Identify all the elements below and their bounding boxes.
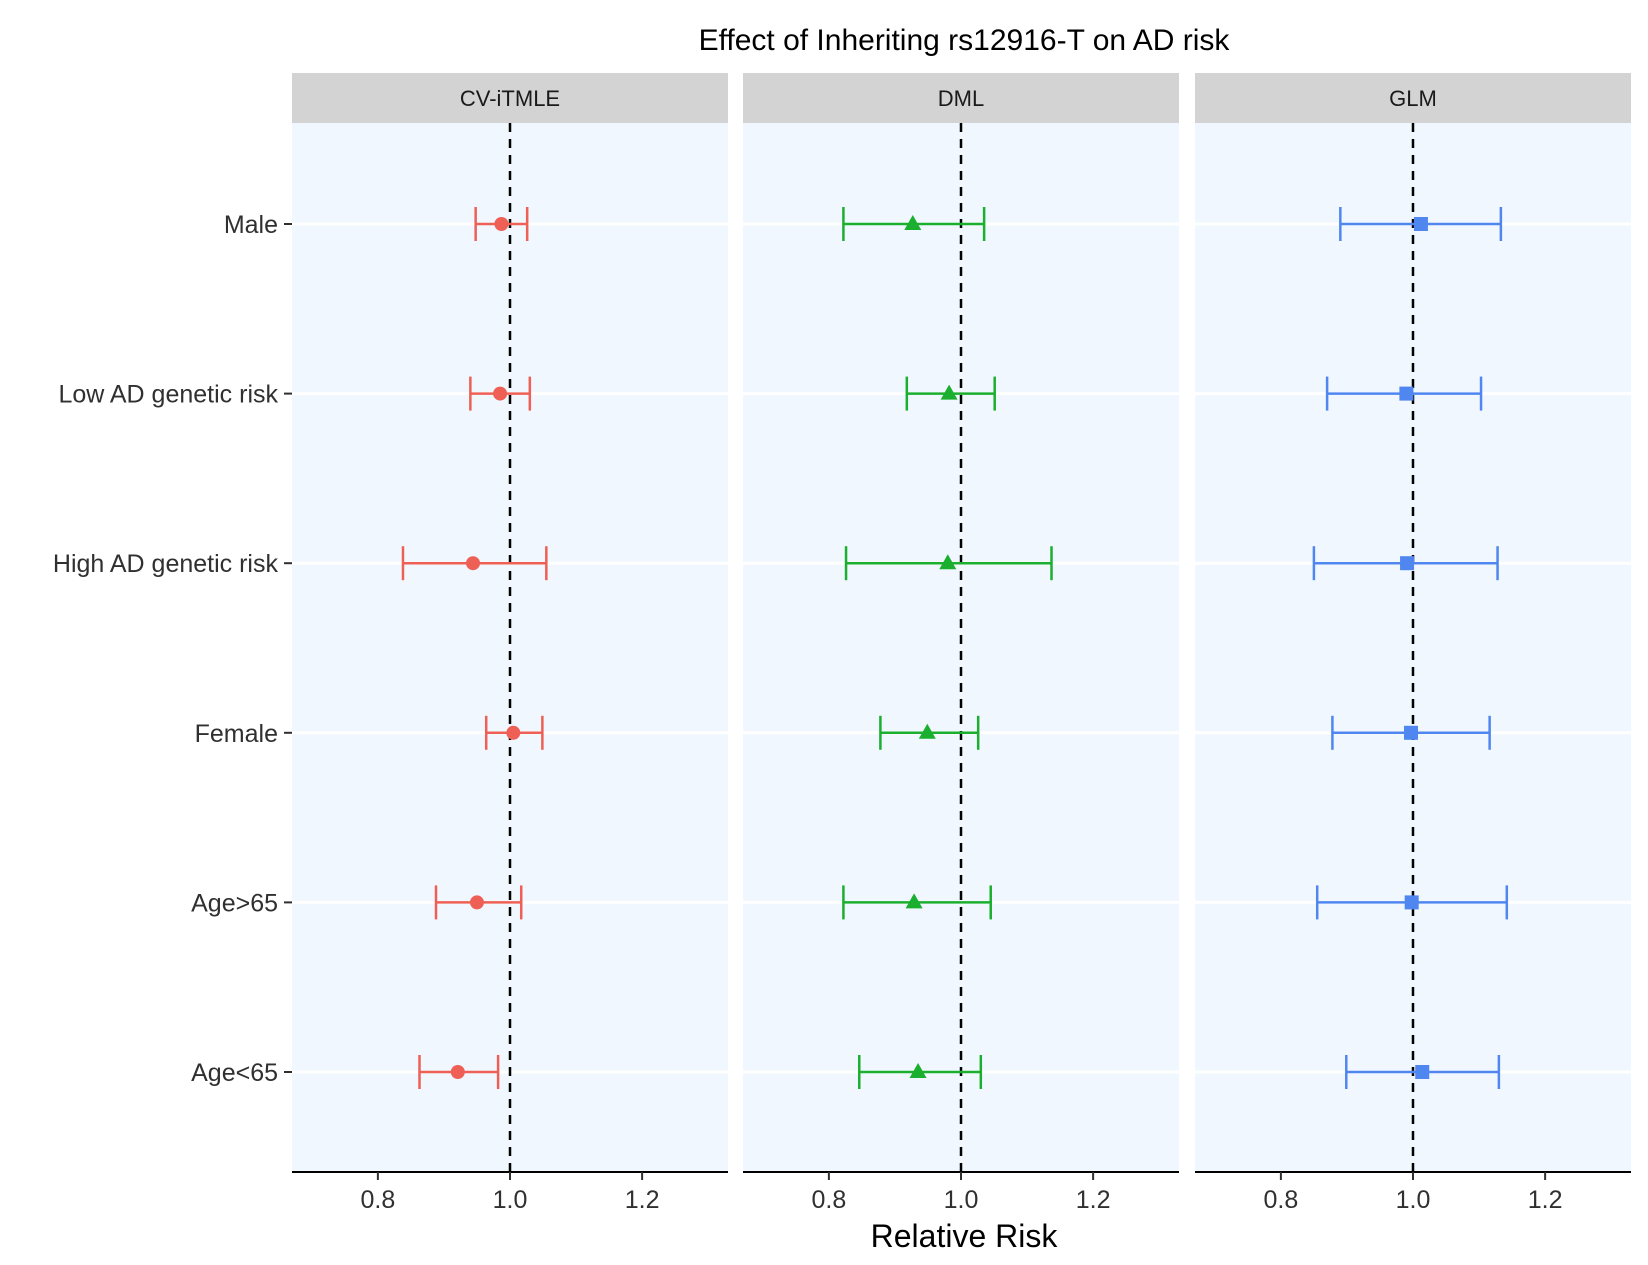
facet-strip-label: GLM xyxy=(1389,86,1437,111)
x-axis-title: Relative Risk xyxy=(871,1218,1059,1254)
x-tick-label-0-8: 0.8 xyxy=(360,1186,395,1214)
facet-strip xyxy=(292,73,728,123)
point-cv-itmle-age-65 xyxy=(469,895,484,910)
chart-title: Effect of Inheriting rs12916-T on AD ris… xyxy=(699,24,1231,57)
x-tick-label-1-0: 1.0 xyxy=(493,1186,528,1214)
y-axis: Male Low AD genetic risk High AD genetic r… xyxy=(53,211,292,1087)
x-tick-label-0-8: 0.8 xyxy=(1263,1186,1298,1214)
facet-strip-label: CV-iTMLE xyxy=(460,86,560,111)
point-cv-itmle-male xyxy=(494,217,509,231)
x-tick-label-0-8: 0.8 xyxy=(811,1186,846,1214)
y-tick-label-female: Female xyxy=(195,720,278,748)
y-tick-label-low-ad-genetic-risk: Low AD genetic risk xyxy=(58,381,278,409)
panel-cv-itmle: CV-iTMLE 0.8 1.0 1.2 xyxy=(292,73,728,1214)
y-tick-label-high-ad-genetic-risk: High AD genetic risk xyxy=(53,550,279,578)
point-dml-age-65 xyxy=(905,893,923,909)
point-glm-male xyxy=(1413,217,1428,231)
point-cv-itmle-age-65 xyxy=(450,1065,465,1079)
point-dml-age-65 xyxy=(909,1063,927,1078)
panel-dml: DML 0.8 1.0 1.2 xyxy=(743,73,1179,1214)
facet-strip xyxy=(1195,73,1631,123)
point-cv-itmle-female xyxy=(506,725,521,740)
y-tick-label-age-65: Age>65 xyxy=(191,889,278,917)
facet-panels: CV-iTMLE 0.8 1.0 1.2 DML 0.8 1.0 1.2 GLM 0.8 1.0 1.… xyxy=(292,73,1631,1214)
panel-glm: GLM 0.8 1.0 1.2 xyxy=(1195,73,1631,1214)
point-glm-age-65 xyxy=(1404,895,1419,910)
point-dml-male xyxy=(904,215,922,230)
point-glm-age-65 xyxy=(1415,1065,1430,1079)
point-glm-low-ad-genetic-risk xyxy=(1399,386,1414,401)
facet-strip xyxy=(743,73,1179,123)
panel-background xyxy=(743,123,1179,1172)
x-tick-label-1-0: 1.0 xyxy=(944,1186,979,1214)
facet-strip-label: DML xyxy=(938,86,984,111)
x-tick-label-1-0: 1.0 xyxy=(1396,1186,1431,1214)
y-tick-label-male: Male xyxy=(224,211,278,239)
point-cv-itmle-low-ad-genetic-risk xyxy=(493,386,508,401)
point-dml-female xyxy=(918,723,936,739)
x-tick-label-1-2: 1.2 xyxy=(1528,1186,1563,1214)
point-dml-low-ad-genetic-risk xyxy=(940,384,958,400)
y-tick-label-age-65: Age<65 xyxy=(191,1059,278,1087)
point-cv-itmle-high-ad-genetic-risk xyxy=(466,556,481,571)
x-tick-label-1-2: 1.2 xyxy=(625,1186,660,1214)
panel-background xyxy=(292,123,728,1172)
point-dml-high-ad-genetic-risk xyxy=(939,554,957,570)
x-tick-label-1-2: 1.2 xyxy=(1076,1186,1111,1214)
point-glm-high-ad-genetic-risk xyxy=(1400,556,1415,571)
point-glm-female xyxy=(1404,725,1419,740)
panel-background xyxy=(1195,123,1631,1172)
